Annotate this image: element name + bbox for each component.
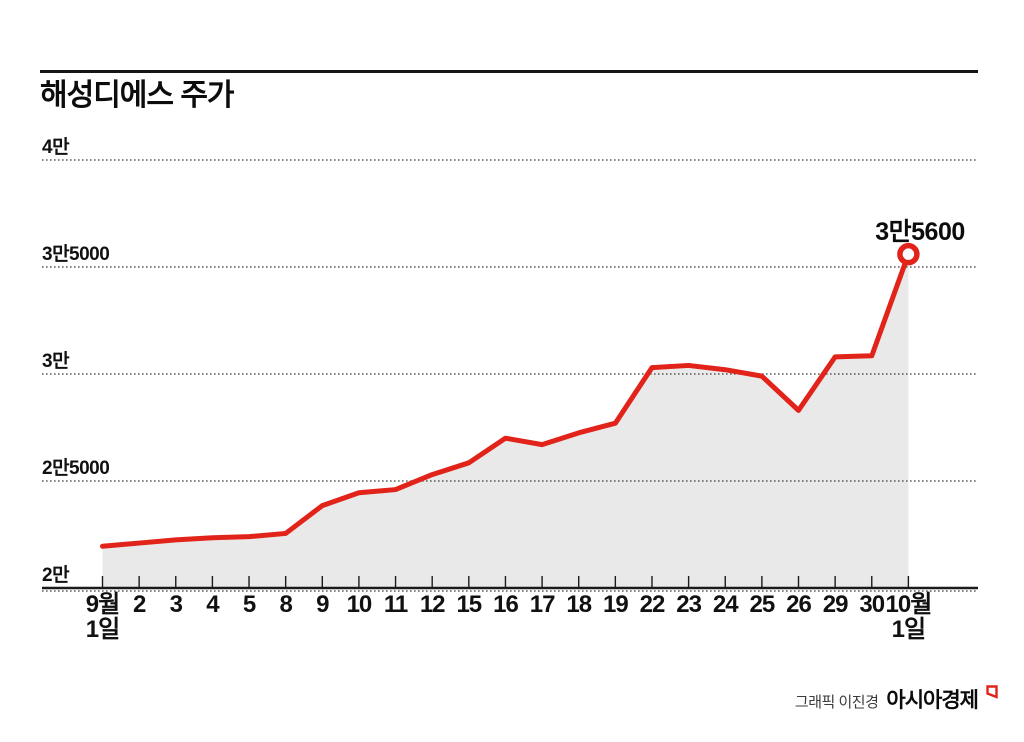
y-axis-label: 2만 [42, 564, 70, 586]
x-axis-label: 10 [347, 591, 372, 618]
y-axis-label: 2만5000 [42, 457, 109, 479]
credit-line: 그래픽 이진경 아시아경제 [795, 684, 998, 714]
x-axis-label: 8 [279, 591, 292, 618]
x-axis-label: 2 [133, 591, 146, 618]
x-axis-label: 30 [859, 591, 884, 618]
credit-author: 그래픽 이진경 [794, 694, 879, 711]
x-axis-label: 12 [420, 591, 445, 618]
x-axis-label: 17 [530, 591, 555, 618]
y-axis-label: 3만5000 [42, 243, 109, 265]
x-axis-label: 18 [566, 591, 591, 618]
x-axis-label: 19 [603, 591, 628, 618]
y-axis-label: 3만 [42, 350, 70, 372]
x-axis-label: 16 [493, 591, 518, 618]
x-axis-label: 3 [170, 591, 183, 618]
last-point-marker [897, 242, 920, 266]
x-axis-label: 22 [640, 591, 665, 618]
x-axis-label: 29 [823, 591, 848, 618]
brand-logo-icon [986, 685, 998, 699]
x-axis-label: 24 [713, 591, 739, 618]
x-axis-label: 9 [316, 591, 329, 618]
price-line [100, 251, 911, 549]
x-axis-label: 23 [676, 591, 701, 618]
title-rule [40, 70, 978, 73]
price-area [102, 254, 909, 587]
chart-title: 해성디에스 주가 [40, 79, 235, 112]
last-price-label: 3만5600 [875, 218, 965, 246]
x-axis-label: 4 [206, 591, 220, 618]
x-axis-label: 10월 1일 [886, 591, 932, 643]
x-axis-label: 5 [243, 591, 256, 618]
x-axis-label: 11 [384, 591, 408, 618]
x-axis-label: 26 [786, 591, 811, 618]
x-axis-label: 15 [456, 591, 481, 618]
brand-logotype: 아시아경제 [886, 689, 979, 712]
y-axis-label: 4만 [42, 136, 70, 158]
x-axis-label: 9월 1일 [86, 591, 119, 643]
x-axis-label: 25 [750, 591, 775, 618]
